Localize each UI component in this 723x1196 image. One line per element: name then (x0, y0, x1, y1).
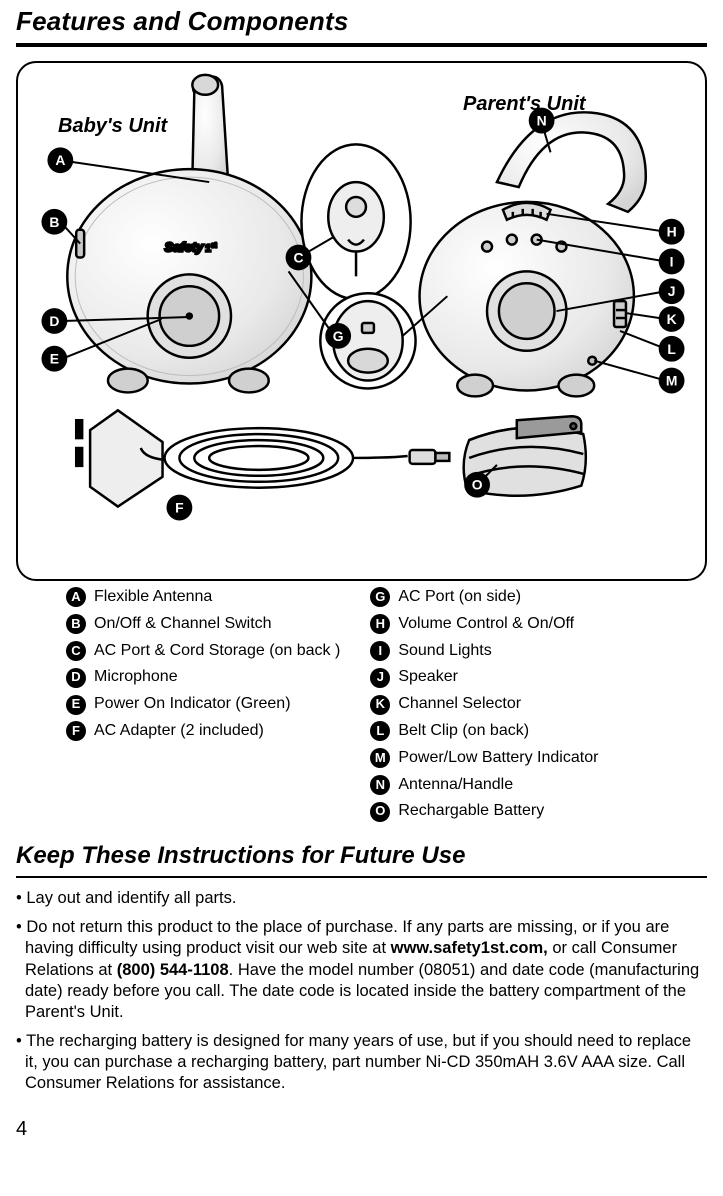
legend-text: AC Adapter (2 included) (94, 721, 264, 742)
legend-bullet: B (66, 614, 86, 634)
legend-item: J Speaker (370, 667, 598, 688)
legend-bullet: I (370, 641, 390, 661)
legend-item: E Power On Indicator (Green) (66, 694, 340, 715)
legend-bullet: G (370, 587, 390, 607)
legend-text: On/Off & Channel Switch (94, 614, 272, 635)
legend-bullet: M (370, 748, 390, 768)
legend-bullet: E (66, 695, 86, 715)
legend-text: Power On Indicator (Green) (94, 694, 291, 715)
svg-text:st: st (211, 243, 216, 250)
legend-bullet: D (66, 668, 86, 688)
legend-bullet: H (370, 614, 390, 634)
legend-bullet: J (370, 668, 390, 688)
legend-bullet: N (370, 775, 390, 795)
legend-item: B On/Off & Channel Switch (66, 614, 340, 635)
title-rule (16, 43, 707, 47)
svg-text:I: I (670, 253, 674, 269)
legend-text: Sound Lights (398, 641, 491, 662)
svg-text:K: K (667, 311, 677, 327)
legend-item: D Microphone (66, 667, 340, 688)
legend-item: A Flexible Antenna (66, 587, 340, 608)
instruction-1: Lay out and identify all parts. (16, 888, 707, 909)
legend-text: Volume Control & On/Off (398, 614, 574, 635)
legend-bullet: A (66, 587, 86, 607)
legend-item: C AC Port & Cord Storage (on back ) (66, 641, 340, 662)
page-title: Features and Components (16, 6, 707, 37)
svg-text:O: O (472, 477, 483, 493)
parent-unit-label: Parent's Unit (463, 93, 586, 116)
legend-text: Antenna/Handle (398, 775, 513, 796)
legend-text: Rechargable Battery (398, 801, 544, 822)
legend-bullet: L (370, 721, 390, 741)
legend-text: Belt Clip (on back) (398, 721, 529, 742)
legend-item: I Sound Lights (370, 641, 598, 662)
legend-text: AC Port (on side) (398, 587, 521, 608)
legend-item: K Channel Selector (370, 694, 598, 715)
legend-bullet: C (66, 641, 86, 661)
svg-text:H: H (667, 224, 677, 240)
instr2-site: www.safety1st.com, (391, 939, 548, 957)
legend-item: L Belt Clip (on back) (370, 721, 598, 742)
baby-unit-label: Baby's Unit (58, 115, 167, 138)
svg-text:B: B (49, 214, 59, 230)
legend-bullet: O (370, 802, 390, 822)
instruction-3: The recharging battery is designed for m… (16, 1031, 707, 1094)
legend-text: Power/Low Battery Indicator (398, 748, 598, 769)
svg-text:M: M (666, 373, 678, 389)
svg-text:L: L (667, 341, 676, 357)
legend-text: Flexible Antenna (94, 587, 212, 608)
legend-bullet: F (66, 721, 86, 741)
product-diagram: Safety 1 st (18, 63, 705, 579)
legend-text: Microphone (94, 667, 178, 688)
svg-text:D: D (49, 313, 59, 329)
legend-item: H Volume Control & On/Off (370, 614, 598, 635)
svg-text:G: G (333, 328, 344, 344)
svg-text:Safety: Safety (165, 240, 205, 255)
svg-text:F: F (175, 500, 183, 516)
legend-bullet: K (370, 695, 390, 715)
svg-text:A: A (55, 152, 65, 168)
instructions: Lay out and identify all parts. Do not r… (16, 888, 707, 1094)
section-rule (16, 876, 707, 878)
svg-text:C: C (293, 249, 303, 265)
legend-item: N Antenna/Handle (370, 775, 598, 796)
diagram-note: NOTE: Each adapter shows an icon indicat… (18, 579, 705, 581)
legend-text: Speaker (398, 667, 458, 688)
legend-item: G AC Port (on side) (370, 587, 598, 608)
legend-item: O Rechargable Battery (370, 801, 598, 822)
legend-col-right: G AC Port (on side) H Volume Control & On/O… (370, 587, 598, 822)
instruction-2: Do not return this product to the place … (16, 917, 707, 1023)
legend: A Flexible Antenna B On/Off & Channel Switc… (16, 581, 707, 832)
svg-text:J: J (668, 283, 676, 299)
legend-text: AC Port & Cord Storage (on back ) (94, 641, 340, 662)
legend-col-left: A Flexible Antenna B On/Off & Channel Switc… (66, 587, 340, 822)
instr2-phone: (800) 544-1108 (117, 961, 229, 979)
svg-text:E: E (50, 351, 59, 367)
legend-text: Channel Selector (398, 694, 521, 715)
diagram-container: Baby's Unit Parent's Unit (16, 61, 707, 581)
legend-item: M Power/Low Battery Indicator (370, 748, 598, 769)
page-number: 4 (16, 1118, 707, 1141)
legend-item: F AC Adapter (2 included) (66, 721, 340, 742)
section-title: Keep These Instructions for Future Use (16, 842, 707, 870)
